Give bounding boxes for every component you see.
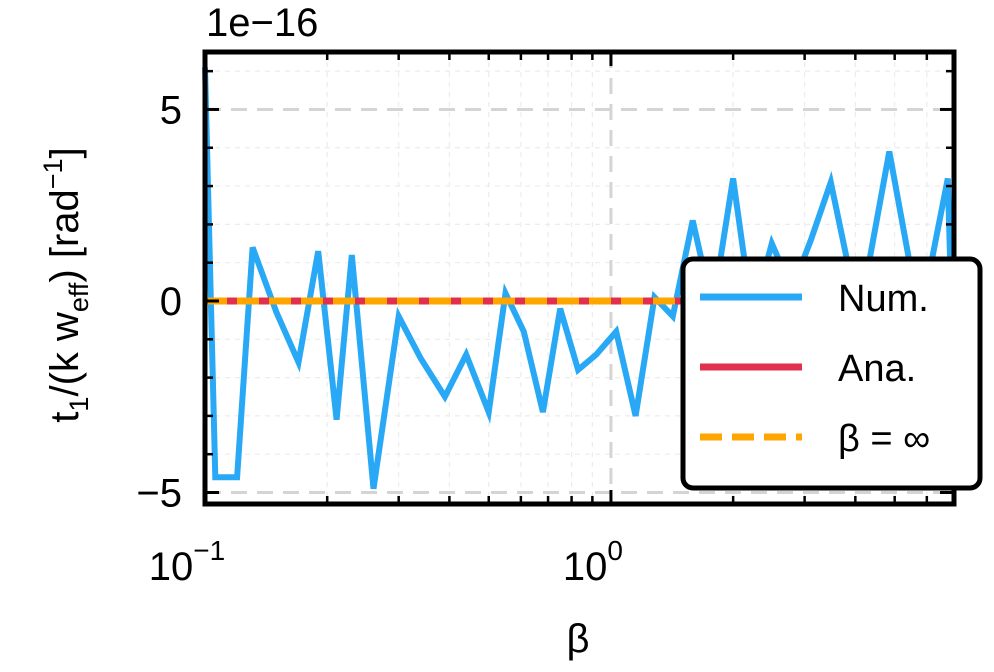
x-tick-label: 100: [563, 535, 623, 589]
legend-label-num: Num.: [838, 278, 929, 320]
y-axis-label-w-sub: eff: [64, 282, 94, 312]
y-axis-label-end: ) [rad: [43, 189, 87, 282]
y-tick-labels: −5 0 5: [136, 88, 182, 515]
legend-label-beta-inf: β = ∞: [838, 418, 930, 460]
y-axis-label-rad-sup: −1: [38, 158, 68, 189]
x-tick-labels: 10−1 100: [149, 535, 623, 589]
legend-box: [680, 256, 983, 491]
offset-label: 1e−16: [206, 1, 318, 45]
y-axis-label-mid: /(k w: [43, 312, 87, 397]
legend-label-ana: Ana.: [838, 348, 916, 390]
legend: Num. Ana. β = ∞: [680, 256, 983, 491]
x-axis-label: β: [566, 617, 589, 661]
y-axis-label-t-sub: 1: [64, 397, 94, 412]
x-tick-label: 10−1: [149, 535, 225, 589]
y-tick-label: −5: [136, 472, 182, 516]
y-tick-label: 0: [160, 280, 182, 324]
y-axis-label: t1/(k weff) [rad−1]: [38, 147, 94, 422]
y-tick-label: 5: [160, 88, 182, 132]
y-axis-label-close: ]: [43, 147, 87, 158]
series-line-num: [202, 67, 955, 490]
y-axis-label-t: t: [43, 412, 87, 423]
